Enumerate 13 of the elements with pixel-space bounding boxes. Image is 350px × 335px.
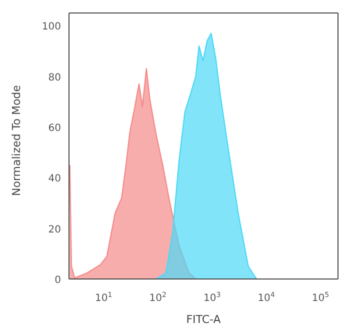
y-tick-label: 0: [54, 275, 61, 286]
x-tick-label: 10$^{4}$: [258, 291, 276, 304]
x-axis-title: FITC-A: [186, 313, 222, 326]
x-tick-label: 10$^{2}$: [149, 291, 166, 304]
y-tick-label: 40: [48, 174, 61, 185]
y-axis-title: Normalized To Mode: [10, 84, 23, 196]
x-tick-label: 10$^{5}$: [312, 291, 330, 304]
y-tick-label: 20: [48, 224, 61, 236]
y-tick-label: 60: [48, 123, 61, 134]
x-tick-label: 10$^{1}$: [95, 291, 112, 304]
x-tick-label: 10$^{3}$: [203, 291, 221, 304]
y-tick-label: 100: [42, 22, 61, 33]
y-tick-label: 80: [48, 72, 61, 84]
